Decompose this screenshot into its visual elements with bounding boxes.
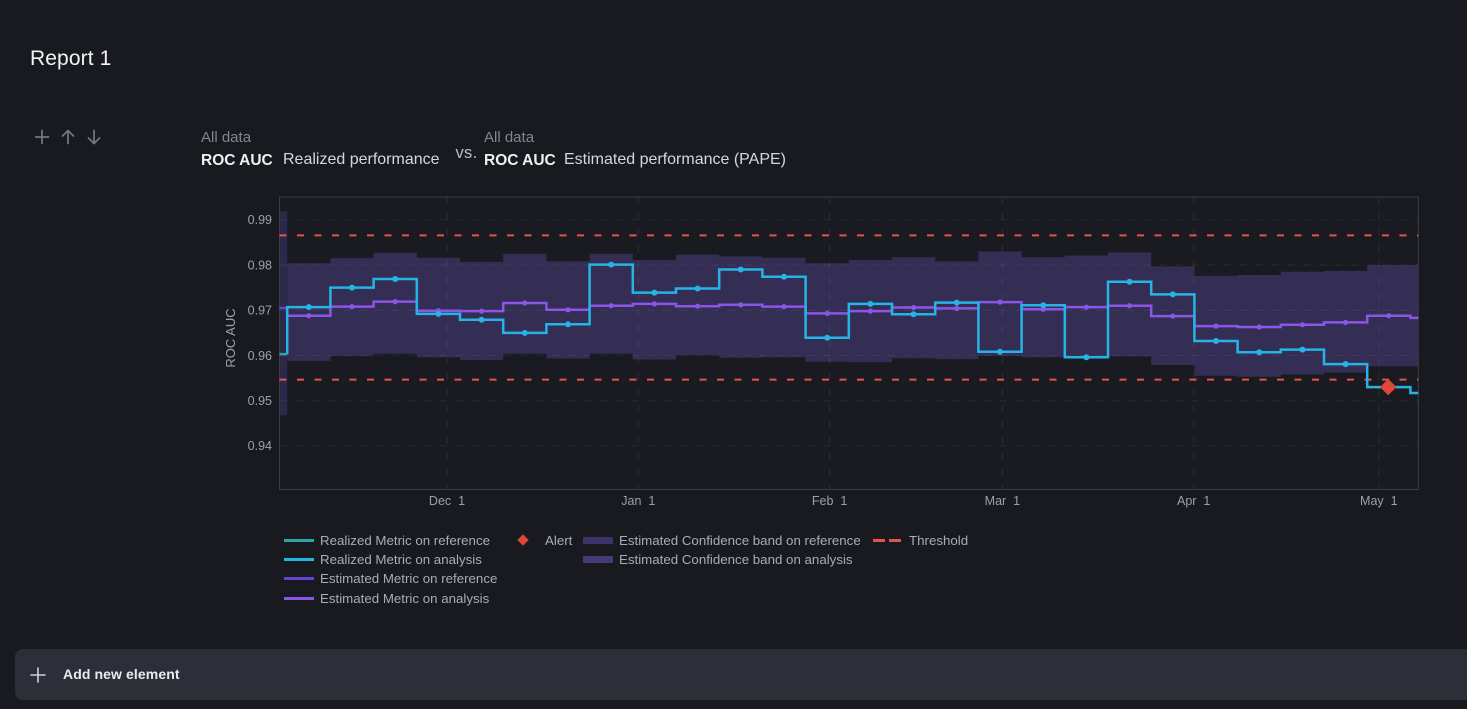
- svg-text:Feb 1: Feb 1: [812, 494, 847, 508]
- svg-text:Mar 1: Mar 1: [985, 494, 1020, 508]
- svg-text:0.96: 0.96: [248, 349, 272, 363]
- svg-text:Jan 1: Jan 1: [621, 494, 655, 508]
- svg-text:ROC AUC: ROC AUC: [223, 308, 238, 367]
- svg-text:Apr 1: Apr 1: [1177, 494, 1210, 508]
- svg-text:Dec 1: Dec 1: [429, 494, 465, 508]
- svg-text:0.98: 0.98: [248, 258, 272, 272]
- svg-text:May 1: May 1: [1360, 494, 1398, 508]
- svg-text:0.95: 0.95: [248, 394, 272, 408]
- svg-text:0.94: 0.94: [248, 439, 272, 453]
- svg-text:0.99: 0.99: [248, 213, 272, 227]
- svg-text:0.97: 0.97: [248, 304, 272, 318]
